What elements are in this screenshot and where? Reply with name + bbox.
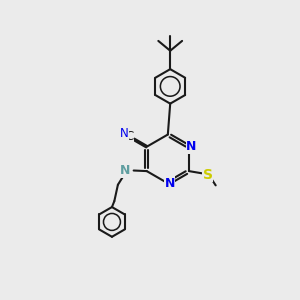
Text: N: N: [120, 164, 130, 177]
Text: S: S: [203, 168, 213, 182]
Text: H: H: [121, 164, 130, 177]
Text: N: N: [186, 140, 196, 153]
Text: N: N: [164, 177, 175, 190]
Text: C: C: [125, 130, 133, 143]
Text: N: N: [120, 127, 128, 140]
